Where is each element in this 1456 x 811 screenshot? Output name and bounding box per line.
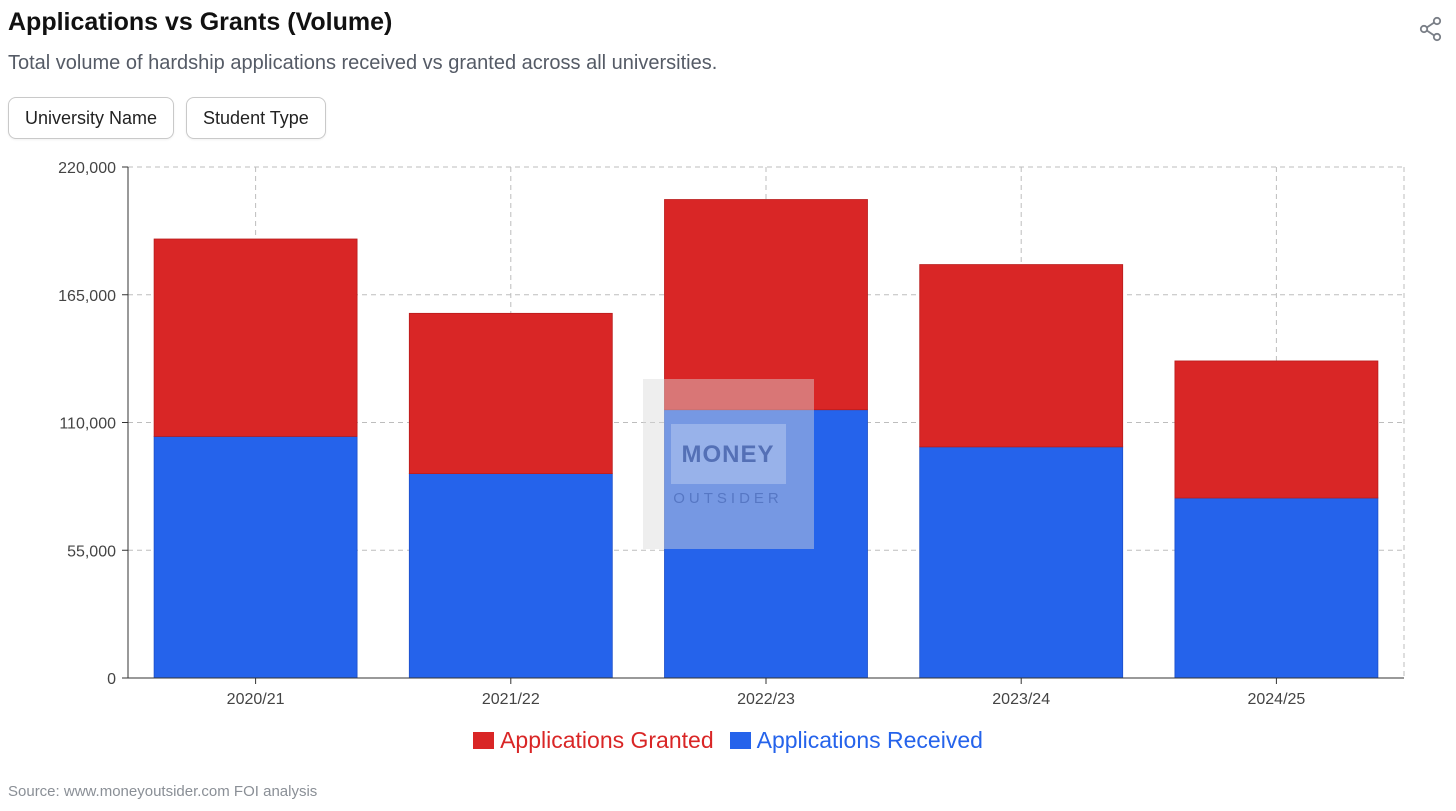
- legend-item-received[interactable]: Applications Received: [729, 727, 983, 754]
- chart-subtitle: Total volume of hardship applications re…: [8, 52, 718, 74]
- bar-received: [153, 436, 358, 679]
- share-icon[interactable]: [1418, 16, 1444, 42]
- legend-item-granted[interactable]: Applications Granted: [473, 727, 714, 754]
- legend: Applications Granted Applications Receiv…: [0, 727, 1456, 754]
- bar-granted: [153, 238, 358, 437]
- watermark-line2: OUTSIDER: [673, 490, 783, 507]
- student-type-filter-button[interactable]: Student Type: [186, 97, 326, 139]
- bar-received: [919, 446, 1124, 679]
- y-tick-label: 165,000: [58, 288, 116, 305]
- filter-bar: University Name Student Type: [8, 97, 326, 139]
- watermark-box: [643, 379, 814, 549]
- y-tick-label: 55,000: [67, 543, 116, 560]
- bar-granted: [919, 264, 1124, 448]
- bar-received: [664, 409, 868, 679]
- x-tick-label: 2023/24: [992, 691, 1050, 708]
- bar-received: [1174, 497, 1379, 679]
- university-name-filter-button[interactable]: University Name: [8, 97, 175, 139]
- legend-swatch-granted: [473, 732, 495, 749]
- watermark: MONEY OUTSIDER: [643, 379, 814, 549]
- chart-title: Applications vs Grants (Volume): [8, 8, 393, 36]
- legend-label-granted: Applications Granted: [500, 727, 714, 753]
- legend-swatch-received: [729, 732, 751, 749]
- x-tick-label: 2022/23: [737, 691, 795, 708]
- bar-received: [408, 473, 613, 679]
- legend-label-received: Applications Received: [756, 727, 983, 753]
- stacked-bar-chart: MONEY OUTSIDER 0 55,000 110,000 165,000 220,…: [58, 160, 1405, 708]
- bar-granted: [408, 312, 613, 475]
- bar-granted: [664, 199, 868, 411]
- source-note: Source: www.moneyoutsider.com FOI analys…: [8, 783, 318, 800]
- x-tick-label: 2021/22: [482, 691, 540, 708]
- y-tick-label: 110,000: [59, 416, 116, 433]
- bar-granted: [1174, 360, 1379, 499]
- bars: [153, 199, 1379, 679]
- y-tick-label: 220,000: [58, 160, 116, 177]
- x-tick-label: 2020/21: [227, 691, 285, 708]
- axes: 0 55,000 110,000 165,000 220,000 2020/21 2021/…: [58, 160, 1404, 708]
- y-tick-label: 0: [107, 671, 116, 688]
- watermark-inner-box: [671, 424, 786, 484]
- x-tick-label: 2024/25: [1247, 691, 1305, 708]
- watermark-line1: MONEY: [681, 441, 774, 468]
